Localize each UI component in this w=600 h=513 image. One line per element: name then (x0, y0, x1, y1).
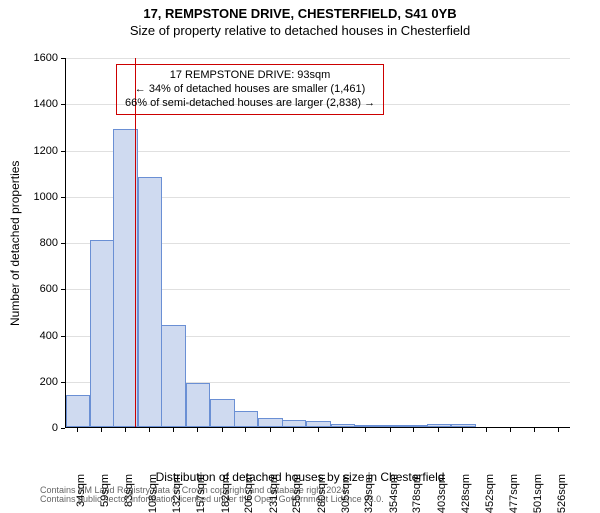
annotation-line: ← 34% of detached houses are smaller (1,… (125, 83, 375, 97)
x-tick-label: 59sqm (99, 474, 111, 507)
y-tick-mark (61, 243, 65, 244)
x-tick-mark (462, 428, 463, 432)
histogram-bar (354, 425, 378, 427)
x-tick-mark (318, 428, 319, 432)
y-tick-label: 600 (18, 283, 58, 295)
x-tick-mark (293, 428, 294, 432)
page-title-subtitle: Size of property relative to detached ho… (0, 23, 600, 38)
x-tick-mark (125, 428, 126, 432)
x-tick-mark (534, 428, 535, 432)
y-tick-mark (61, 382, 65, 383)
histogram-bar (379, 425, 403, 427)
x-tick-label: 526sqm (556, 474, 568, 513)
x-tick-label: 329sqm (363, 474, 375, 513)
x-tick-mark (342, 428, 343, 432)
page-title-address: 17, REMPSTONE DRIVE, CHESTERFIELD, S41 0… (0, 6, 600, 21)
histogram-bar (234, 411, 258, 427)
x-tick-mark (173, 428, 174, 432)
annotation-line: 17 REMPSTONE DRIVE: 93sqm (125, 69, 375, 83)
x-tick-label: 403sqm (436, 474, 448, 513)
x-tick-label: 477sqm (508, 474, 520, 513)
x-tick-mark (270, 428, 271, 432)
x-tick-mark (149, 428, 150, 432)
x-tick-mark (390, 428, 391, 432)
histogram-bar (331, 424, 355, 427)
histogram-bar (186, 383, 210, 427)
x-tick-label: 132sqm (171, 474, 183, 513)
histogram-bar (113, 129, 137, 427)
x-tick-label: 280sqm (316, 474, 328, 513)
x-tick-mark (413, 428, 414, 432)
x-tick-label: 83sqm (123, 474, 135, 507)
x-tick-mark (510, 428, 511, 432)
y-tick-label: 1000 (18, 191, 58, 203)
x-tick-mark (101, 428, 102, 432)
y-tick-mark (61, 197, 65, 198)
y-tick-mark (61, 151, 65, 152)
x-tick-mark (558, 428, 559, 432)
annotation-box: 17 REMPSTONE DRIVE: 93sqm← 34% of detach… (116, 64, 384, 115)
y-tick-label: 0 (18, 422, 58, 434)
y-tick-mark (61, 336, 65, 337)
histogram-bar (138, 177, 162, 427)
x-tick-mark (486, 428, 487, 432)
y-tick-mark (61, 104, 65, 105)
y-tick-mark (61, 289, 65, 290)
copyright-footer: Contains HM Land Registry data © Crown c… (40, 486, 384, 504)
x-tick-label: 182sqm (220, 474, 232, 513)
x-tick-label: 108sqm (147, 474, 159, 513)
histogram-bar (161, 325, 185, 427)
x-tick-label: 206sqm (243, 474, 255, 513)
gridline (66, 151, 570, 152)
y-tick-label: 200 (18, 376, 58, 388)
x-tick-label: 255sqm (291, 474, 303, 513)
x-tick-label: 231sqm (268, 474, 280, 513)
histogram-bar (210, 399, 234, 427)
y-tick-label: 1200 (18, 145, 58, 157)
x-tick-label: 34sqm (75, 474, 87, 507)
x-tick-mark (438, 428, 439, 432)
y-tick-label: 800 (18, 237, 58, 249)
y-tick-label: 1600 (18, 52, 58, 64)
x-tick-label: 378sqm (411, 474, 423, 513)
histogram-bar (402, 425, 426, 427)
histogram-chart: 17 REMPSTONE DRIVE: 93sqm← 34% of detach… (65, 58, 570, 428)
histogram-bar (427, 424, 451, 427)
x-tick-label: 354sqm (388, 474, 400, 513)
x-tick-mark (245, 428, 246, 432)
x-tick-mark (222, 428, 223, 432)
x-tick-label: 428sqm (460, 474, 472, 513)
histogram-bar (282, 420, 306, 427)
y-tick-mark (61, 428, 65, 429)
histogram-bar (90, 240, 114, 427)
x-tick-label: 305sqm (340, 474, 352, 513)
histogram-bar (306, 421, 330, 427)
histogram-bar (258, 418, 282, 427)
x-tick-label: 452sqm (484, 474, 496, 513)
y-tick-label: 400 (18, 330, 58, 342)
x-tick-mark (197, 428, 198, 432)
annotation-line: 66% of semi-detached houses are larger (… (125, 97, 375, 111)
x-tick-mark (77, 428, 78, 432)
x-tick-label: 501sqm (532, 474, 544, 513)
y-tick-mark (61, 58, 65, 59)
histogram-bar (451, 424, 475, 427)
histogram-bar (66, 395, 90, 427)
y-tick-label: 1400 (18, 98, 58, 110)
gridline (66, 58, 570, 59)
x-tick-label: 157sqm (195, 474, 207, 513)
x-tick-mark (365, 428, 366, 432)
